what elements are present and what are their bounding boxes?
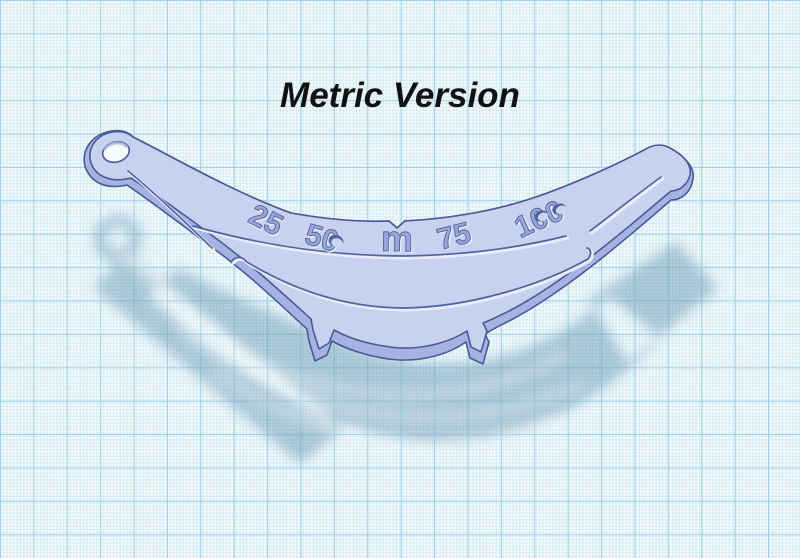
shadow-groove-streaks bbox=[121, 255, 583, 446]
model-shadow bbox=[94, 215, 718, 464]
svg-text:m: m bbox=[382, 219, 415, 261]
scale-label-75: 75 75 bbox=[433, 216, 476, 258]
svg-text:75: 75 bbox=[436, 218, 476, 258]
scale-label-m: m m bbox=[380, 217, 415, 261]
digit-through-holes bbox=[328, 203, 567, 248]
svg-text:75: 75 bbox=[434, 216, 474, 256]
rangefinder-model[interactable]: 25 25 50 50 m m 75 75 100 100 bbox=[83, 129, 695, 365]
svg-text:m: m bbox=[381, 218, 414, 260]
keyring-hole-shadow bbox=[102, 141, 129, 151]
